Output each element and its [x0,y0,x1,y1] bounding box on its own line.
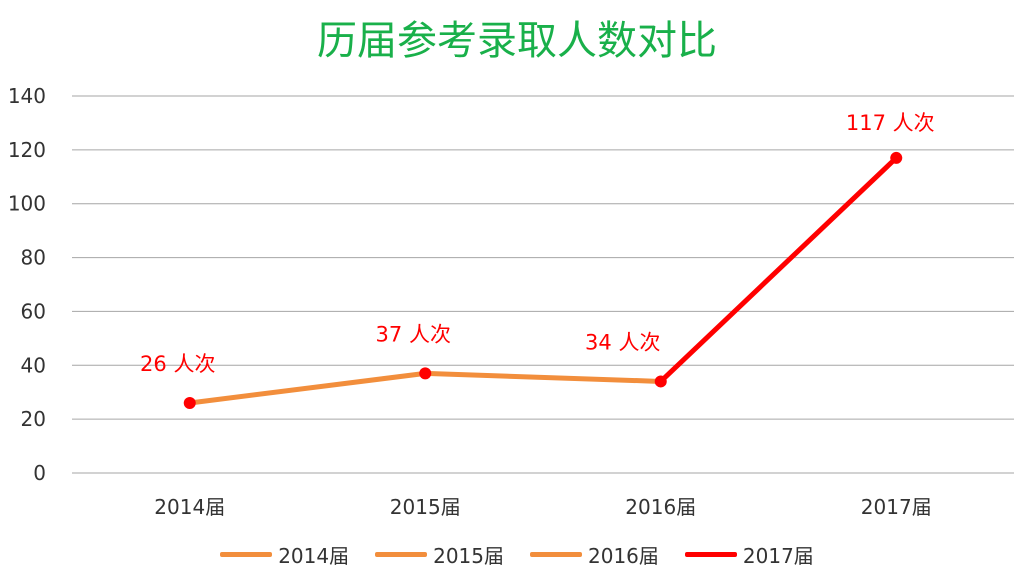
data-label-3: 117 人次 [846,111,935,135]
legend-label-2015: 2015届 [433,543,504,568]
legend-item-2015: 2015届 [375,540,504,569]
y-tick-label-20: 20 [21,407,46,431]
data-label-0: 26 人次 [140,352,215,376]
data-point-2 [654,375,667,388]
legend-swatch-2014 [220,551,273,557]
line-segment-0 [187,370,428,406]
x-tick-label-3: 2017届 [861,495,932,519]
y-tick-label-140: 140 [8,84,46,108]
legend: 2014届 2015届 2016届 2017届 [0,538,1034,570]
legend-item-2016: 2016届 [530,540,659,569]
chart-title: 历届参考录取人数对比 [317,18,717,64]
y-tick-label-0: 0 [33,461,46,485]
data-point-3 [890,151,903,164]
legend-swatch-2017 [684,551,737,557]
data-point-1 [419,367,432,380]
legend-label-2014: 2014届 [278,543,350,568]
y-tick-label-80: 80 [21,246,46,270]
data-label-1: 37 人次 [376,322,451,346]
legend-label-2016: 2016届 [588,543,659,568]
x-tick-label-1: 2015届 [390,495,461,519]
y-tick-label-40: 40 [21,353,46,377]
legend-label-2017: 2017届 [742,543,814,568]
y-tick-label-60: 60 [21,299,46,323]
y-tick-label-100: 100 [8,192,46,216]
y-tick-label-120: 120 [8,138,46,162]
x-tick-label-0: 2014届 [154,495,225,519]
legend-item-2017: 2017届 [684,540,814,569]
x-tick-label-2: 2016届 [625,495,696,519]
legend-item-2014: 2014届 [220,540,349,569]
data-label-2: 34 人次 [585,330,660,354]
legend-swatch-2015 [375,551,428,557]
legend-swatch-2016 [530,551,582,557]
data-point-0 [183,396,196,409]
line-segment-1 [422,370,664,384]
line-segment-2 [658,155,899,384]
